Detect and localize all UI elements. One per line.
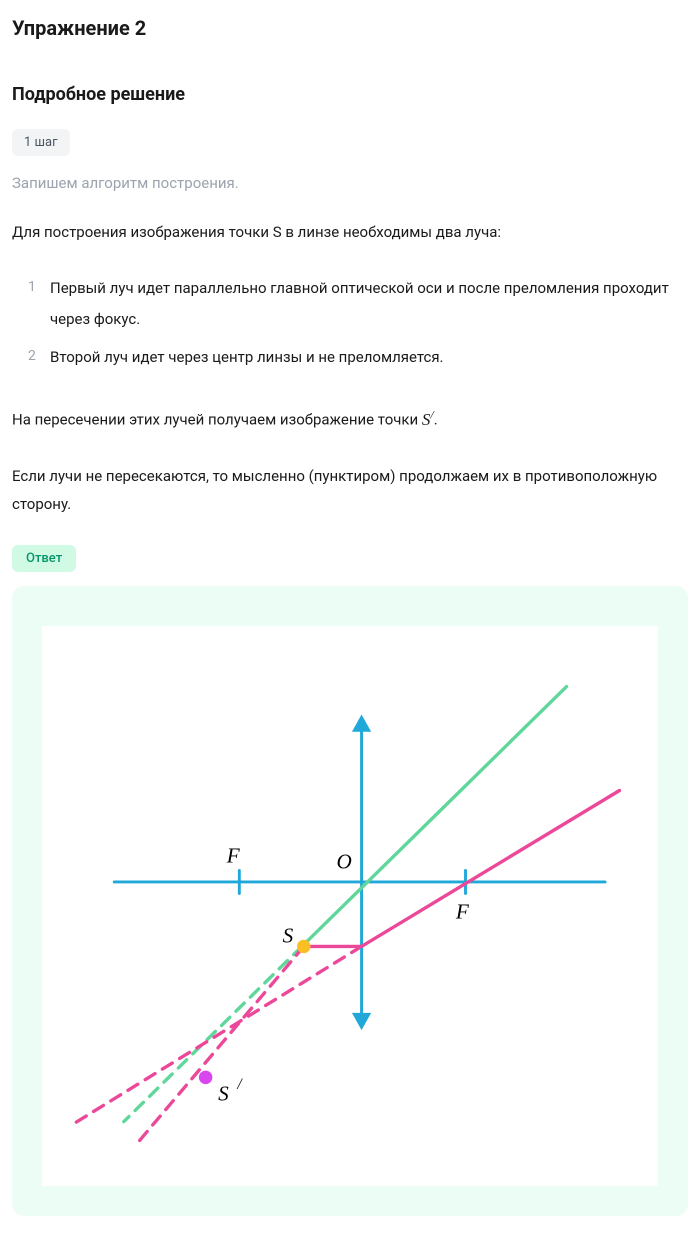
diagram-svg: FOFSS/ <box>42 626 658 1186</box>
text-part: На пересечении этих лучей получаем изобр… <box>12 411 422 429</box>
answer-box: FOFSS/ <box>12 586 688 1216</box>
solution-subtitle: Подробное решение <box>12 84 688 105</box>
ray-list-item: Первый луч идет параллельно главной опти… <box>28 273 688 336</box>
answer-badge: Ответ <box>12 545 76 572</box>
exercise-title: Упражнение 2 <box>12 16 688 40</box>
ray-list-item: Второй луч идет через центр линзы и не п… <box>28 342 688 374</box>
ray-list: Первый луч идет параллельно главной опти… <box>12 273 688 374</box>
result-text-1: На пересечении этих лучей получаем изобр… <box>12 403 688 436</box>
lens-diagram: FOFSS/ <box>42 626 658 1186</box>
result-text-2: Если лучи не пересекаются, то мысленно (… <box>12 462 688 519</box>
svg-text:S: S <box>283 924 294 948</box>
svg-text:F: F <box>455 899 470 923</box>
symbol-s-prime: S/ <box>422 410 434 429</box>
text-part: . <box>434 411 438 429</box>
step-badge: 1 шаг <box>12 129 70 156</box>
svg-text:F: F <box>226 844 241 868</box>
algorithm-intro: Запишем алгоритм построения. <box>12 174 688 192</box>
svg-text:S: S <box>218 1081 229 1105</box>
intro-text: Для построения изображения точки S в лин… <box>12 218 688 247</box>
svg-text:O: O <box>337 849 352 873</box>
